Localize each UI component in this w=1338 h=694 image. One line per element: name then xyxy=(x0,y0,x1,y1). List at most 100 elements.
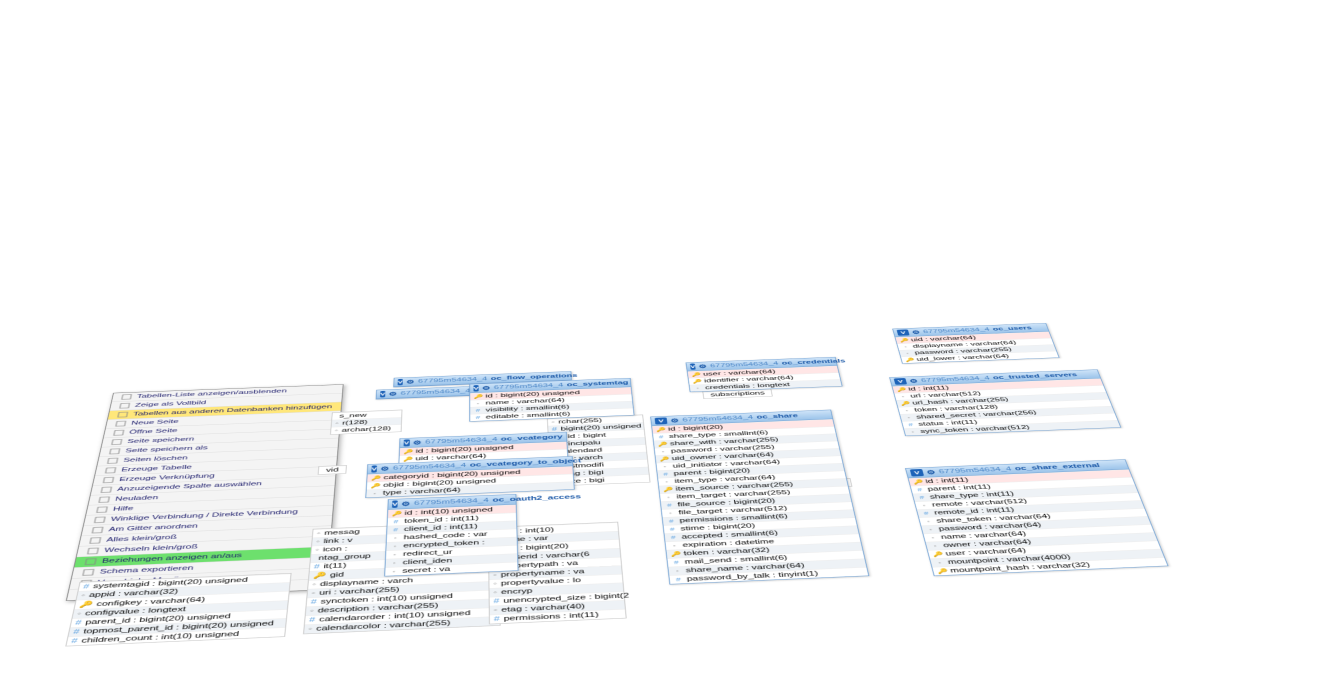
db-table-oc_share[interactable]: V⚙67795m54634_4oc_share🔑id : bigint(20)#… xyxy=(650,410,869,585)
gear-icon[interactable]: ⚙ xyxy=(401,500,410,507)
text-icon: ◦ xyxy=(658,449,667,454)
view-badge-icon: V xyxy=(897,329,910,335)
hash-icon: # xyxy=(671,559,681,565)
hash-icon: # xyxy=(673,576,683,582)
gear-icon[interactable]: ⚙ xyxy=(911,329,921,335)
menu-item-label: Hilfe xyxy=(112,505,134,512)
db-table-oc_oauth2_access[interactable]: V⚙67795m54634_4oc_oauth2_access🔑id : int… xyxy=(384,494,518,576)
text-icon: ◦ xyxy=(901,344,910,349)
menu-item-icon xyxy=(89,537,102,544)
table-title: oc_share xyxy=(756,413,798,420)
table-title: oc_vcategory xyxy=(501,434,563,442)
text-icon: ◦ xyxy=(665,510,675,516)
gear-icon[interactable]: ⚙ xyxy=(670,417,679,424)
key-icon: 🔑 xyxy=(656,427,665,433)
db-table-oc_credentials[interactable]: V⚙67795m54634_4oc_credentials🔑user : var… xyxy=(686,357,843,392)
menu-item-label: Öffne Seite xyxy=(129,428,178,436)
view-badge-icon: V xyxy=(404,439,410,446)
view-badge-icon: V xyxy=(392,500,398,508)
hash-icon: # xyxy=(915,487,925,493)
db-table-oc_vcategory_to_object[interactable]: V⚙67795m54634_4oc_vcategory_to_object🔑ca… xyxy=(365,456,574,498)
db-prefix: 67795m54634_4 xyxy=(400,388,470,396)
table-fragment: s_new◦r(128)◦archar(128) xyxy=(330,410,402,435)
column-def: vid xyxy=(326,467,339,474)
menu-item-icon xyxy=(111,439,123,445)
key-icon: 🔑 xyxy=(932,551,943,558)
text-icon: ◦ xyxy=(390,552,400,558)
menu-item-icon xyxy=(94,516,107,523)
table-title: oc_oauth2_access xyxy=(492,494,581,504)
view-badge-icon: V xyxy=(655,417,668,424)
column-def: s_new xyxy=(339,412,367,419)
text-icon: ◦ xyxy=(493,572,497,579)
text-icon: ◦ xyxy=(672,568,682,574)
hash-icon: # xyxy=(71,637,79,645)
gear-icon[interactable]: ⚙ xyxy=(413,439,422,446)
gear-icon[interactable]: ⚙ xyxy=(698,363,707,369)
text-icon: ◦ xyxy=(390,543,400,549)
column-def: type : varchar(64) xyxy=(383,487,461,496)
menu-item-icon xyxy=(105,467,117,473)
menu-item-label: Alles klein/groß xyxy=(106,534,178,543)
gear-icon[interactable]: ⚙ xyxy=(406,379,415,385)
hash-icon: # xyxy=(309,616,316,623)
menu-item-icon xyxy=(98,496,110,503)
hash-icon: # xyxy=(906,422,916,427)
gear-icon[interactable]: ⚙ xyxy=(482,385,490,391)
hash-icon: # xyxy=(661,471,670,476)
text-icon: ◦ xyxy=(334,428,338,434)
text-icon: ◦ xyxy=(903,351,912,356)
menu-item-icon xyxy=(107,458,119,464)
hash-icon: # xyxy=(668,535,678,541)
menu-item-icon xyxy=(119,403,131,409)
column-def: permissions : int(11) xyxy=(504,611,599,622)
key-icon: 🔑 xyxy=(370,483,379,489)
text-icon: ◦ xyxy=(311,590,315,597)
key-icon: 🔑 xyxy=(313,571,327,579)
gear-icon[interactable]: ⚙ xyxy=(389,391,398,397)
text-icon: ◦ xyxy=(662,479,672,484)
hash-icon: # xyxy=(314,563,320,570)
menu-item-icon xyxy=(84,558,97,565)
menu-item-icon xyxy=(91,527,104,534)
db-table-oc_users[interactable]: V⚙67795m54634_4oc_users🔑uid : varchar(64… xyxy=(892,323,1059,364)
text-icon: ◦ xyxy=(494,607,498,614)
db-table-oc_trusted_servers[interactable]: V⚙67795m54634_4oc_trusted_servers🔑id : i… xyxy=(889,369,1121,436)
text-icon: ◦ xyxy=(908,429,918,434)
hash-icon: # xyxy=(657,434,666,439)
hash-icon: # xyxy=(83,583,90,590)
text-icon: ◦ xyxy=(927,535,938,541)
key-icon: 🔑 xyxy=(900,401,910,406)
column-def: subscriptions xyxy=(710,390,765,398)
text-icon: ◦ xyxy=(493,580,497,587)
text-icon: ◦ xyxy=(316,538,320,545)
db-table-oc_systemtag[interactable]: V⚙67795m54634_4oc_systemtag🔑id : bigint(… xyxy=(469,378,634,422)
text-icon: ◦ xyxy=(474,401,483,406)
key-icon: 🔑 xyxy=(692,379,701,384)
text-icon: ◦ xyxy=(660,464,669,469)
hash-icon: # xyxy=(391,519,400,525)
gear-icon[interactable]: ⚙ xyxy=(380,465,389,472)
key-icon: 🔑 xyxy=(905,357,915,362)
menu-item-label: Neuladen xyxy=(115,494,159,502)
menu-item-icon xyxy=(82,569,95,576)
column-def: archar(128) xyxy=(341,426,391,434)
key-icon: 🔑 xyxy=(691,372,700,377)
text-icon: ◦ xyxy=(925,527,936,533)
hash-icon: # xyxy=(493,598,499,605)
context-menu: Tabellen-Liste anzeigen/ausblendenZeige … xyxy=(66,384,343,601)
text-icon: ◦ xyxy=(315,547,319,554)
table-fragment: #systemtagid : bigint(20) unsigned◦appid… xyxy=(65,573,291,647)
view-badge-icon: V xyxy=(910,469,924,477)
gear-icon[interactable]: ⚙ xyxy=(926,469,937,476)
hash-icon: # xyxy=(666,518,676,524)
text-icon: ◦ xyxy=(551,419,555,425)
menu-item-icon xyxy=(100,486,112,493)
text-icon: ◦ xyxy=(493,589,497,596)
menu-item-icon xyxy=(87,547,100,554)
table-column-row: vid xyxy=(319,466,346,475)
text-icon: ◦ xyxy=(693,386,702,391)
text-icon: ◦ xyxy=(902,408,912,413)
db-table-oc_share_external[interactable]: V⚙67795m54634_4oc_share_external🔑id : in… xyxy=(905,459,1169,576)
gear-icon[interactable]: ⚙ xyxy=(909,378,919,384)
